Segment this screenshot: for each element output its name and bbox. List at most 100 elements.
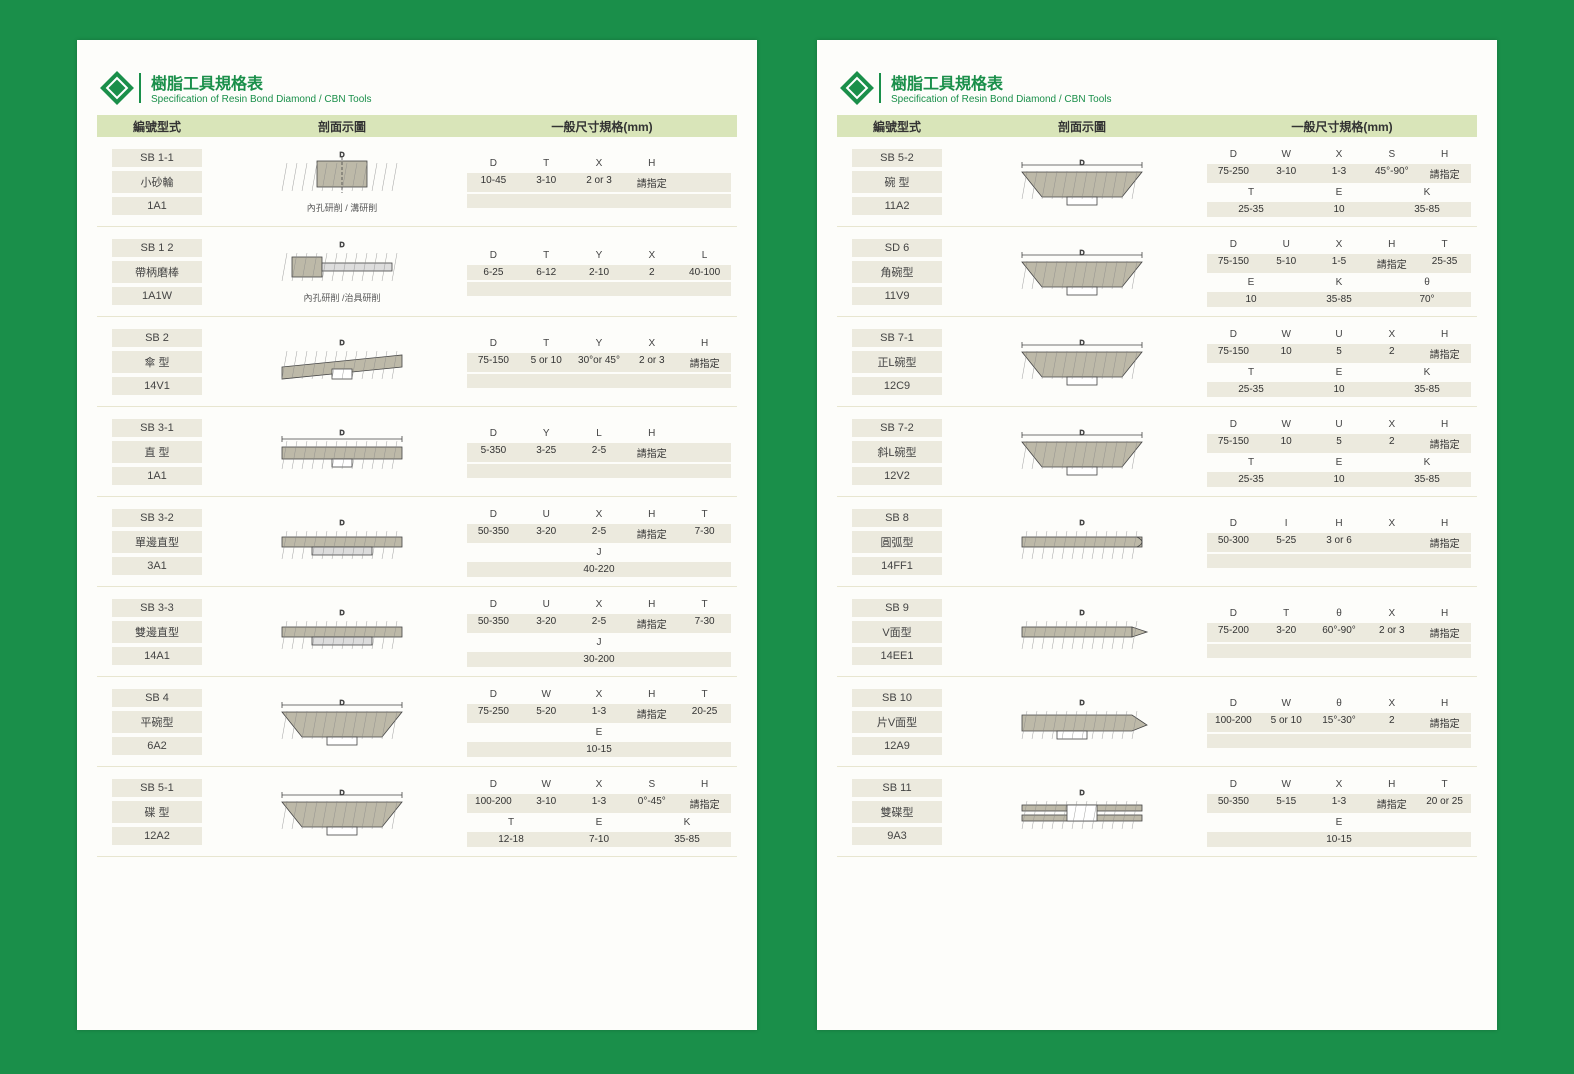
spec-header-cell: D [467,687,520,702]
spec-value-cell: 25-35 [1207,382,1295,397]
code-label: SB 11 [852,779,942,797]
spec-row: SB 9V面型14EE1 D DTθXH75-2003-2060°-90°2 o… [837,587,1477,677]
spec-value-cell: 請指定 [625,704,678,723]
header-divider [879,73,881,103]
spec-value-cell: 10 [1295,202,1383,217]
code-label: 1A1 [112,467,202,485]
spec-rows: SB 5-2碗 型11A2 D DWXSH75-2503-101-345°-90… [837,137,1477,857]
spec-header-cell: T [1260,606,1313,621]
spec-row: SB 7-1正L碗型12C9 D DWUXH75-1501052請指定TEK25… [837,317,1477,407]
spec-value-cell: 50-350 [467,524,520,543]
spec-header-cell: W [1260,327,1313,342]
spec-header-row: DWUXH [1207,327,1471,342]
spec-row: SB 5-2碗 型11A2 D DWXSH75-2503-101-345°-90… [837,137,1477,227]
spec-header-cell: X [625,336,678,351]
spec-value-cell: 2 [625,265,678,280]
code-label: 正L碗型 [852,351,942,373]
spec-header-cell: H [625,426,678,441]
cross-section-diagram: D [1002,427,1162,477]
spec-header-cell: D [467,156,520,171]
code-label: 9A3 [852,827,942,845]
spec-value-row: 75-2003-2060°-90°2 or 3請指定 [1207,623,1471,642]
spec-header-cell: Y [573,336,626,351]
spec-header-cell: U [520,597,573,612]
spec-header-row: DUXHT [467,597,731,612]
code-label: SB 4 [112,689,202,707]
spec-value-cell: 請指定 [625,614,678,633]
code-cell: SB 11雙碟型9A3 [837,773,957,850]
diagram-cell: D 內孔研削 /治具研削 [217,233,467,310]
spec-header-cell: L [573,426,626,441]
spec-value-cell: 7-30 [678,524,731,543]
spec-header-cell: H [1418,327,1471,342]
spec-header-cell: T [1418,237,1471,252]
code-cell: SB 3-1 直 型 1A1 [97,413,217,490]
spec-header-cell: T [678,687,731,702]
spec-filler-row [467,282,731,296]
spec-cell: DUXHT50-3503-202-5請指定7-30J30-200 [467,593,737,670]
spec-value-cell: 70° [1383,292,1471,307]
code-label: 1A1W [112,287,202,305]
spec-value-cell: 100-200 [1207,713,1260,732]
spec-cell: DTθXH75-2003-2060°-90°2 or 3請指定 [1207,593,1477,670]
spec-header-cell: D [467,777,520,792]
diagram-cell: D [217,683,467,760]
spec-header-cell: X [1313,777,1366,792]
spec-cell: DIHXH50-3005-253 or 6請指定 [1207,503,1477,580]
spec-header-cell: X [1365,327,1418,342]
cross-section-diagram: D [262,427,422,477]
spec-value-cell: 3-20 [520,524,573,543]
spec-header-cell: W [1260,696,1313,711]
spec-value-cell: 35-85 [1383,472,1471,487]
code-label: 斜L碗型 [852,441,942,463]
spec-value-cell: 35-85 [1383,382,1471,397]
spec-header-cell: U [1313,327,1366,342]
diagram-caption: 內孔研削 / 溝研削 [262,201,422,214]
spec-header-cell: T [520,336,573,351]
spec-value-cell: 5 or 10 [1260,713,1313,732]
code-cell: SB 7-2斜L碗型12V2 [837,413,957,490]
spec-value-cell: 10 [1260,434,1313,453]
svg-text:D: D [1079,160,1084,167]
spec-value-cell: 請指定 [678,794,731,813]
code-label: 12V2 [852,467,942,485]
spec-value-cell: 1-3 [573,794,626,813]
code-label: V面型 [852,621,942,643]
spec-header-cell: E [1295,455,1383,470]
col-header-spec: 一般尺寸規格(mm) [1207,118,1477,135]
spec-header-cell: Y [520,426,573,441]
spec-value-cell: 請指定 [1365,794,1418,813]
spec-value-cell: 7-10 [555,832,643,847]
code-cell: SB 3-3雙邊直型14A1 [97,593,217,670]
title-en: Specification of Resin Bond Diamond / CB… [891,94,1111,105]
spec-header-cell: X [1365,516,1418,531]
spec-row: SB 10片V面型12A9 D DWθXH100-2005 or 1015°-3… [837,677,1477,767]
spec-value-cell: 50-300 [1207,533,1260,552]
spec-header-row: DWXSH [467,777,731,792]
code-label: SB 5-1 [112,779,202,797]
code-label: SB 3-2 [112,509,202,527]
code-label: 直 型 [112,441,202,463]
spec-value-cell: 請指定 [1365,254,1418,273]
svg-text:D: D [339,242,344,249]
spec-value-cell: 3-20 [1260,623,1313,642]
spec-row: SB 4平碗型6A2 D DWXHT75-2505-201-3請指定20-25E… [97,677,737,767]
code-label: SB 8 [852,509,942,527]
spec-value-cell: 2-10 [573,265,626,280]
spec-header-cell: E [1207,275,1295,290]
spec-value-cell [1365,533,1418,552]
svg-text:D: D [1079,430,1084,437]
code-label: SB 3-1 [112,419,202,437]
spec-header-cell: T [1418,777,1471,792]
column-headers: 編號型式 剖面示圖 一般尺寸規格(mm) [97,115,737,137]
spec-value-cell: 1-3 [1313,794,1366,813]
code-label: 14FF1 [852,557,942,575]
code-cell: SB 5-2碗 型11A2 [837,143,957,220]
spec-header-cell: X [573,777,626,792]
spec-value-cell: 1-3 [573,704,626,723]
spec-value-cell: 2-5 [573,614,626,633]
spec-header-cell: D [467,597,520,612]
spec-value-cell: 75-150 [1207,434,1260,453]
spec-header-row: DTYXL [467,248,731,263]
spec-row: SB 3-2單邊直型3A1 D DUXHT50-3503-202-5請指定7-3… [97,497,737,587]
